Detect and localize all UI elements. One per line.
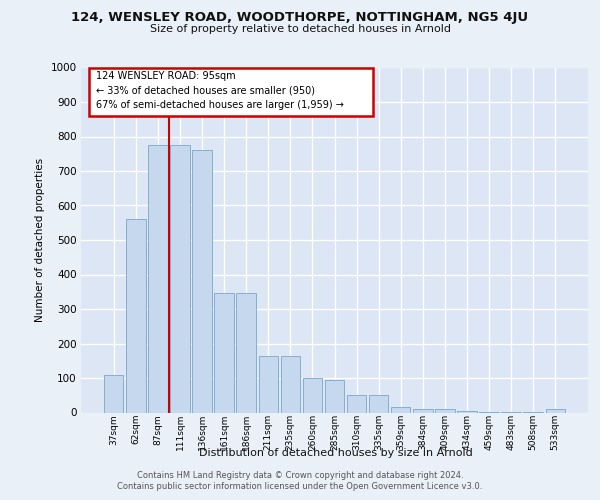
- Bar: [126, 220, 146, 412]
- Bar: [545, 409, 565, 412]
- Text: Size of property relative to detached houses in Arnold: Size of property relative to detached ho…: [149, 24, 451, 34]
- Bar: [435, 409, 455, 412]
- Bar: [148, 145, 167, 412]
- Bar: [457, 411, 476, 412]
- Bar: [214, 294, 234, 412]
- Bar: [325, 380, 344, 412]
- Bar: [369, 395, 388, 412]
- Y-axis label: Number of detached properties: Number of detached properties: [35, 158, 45, 322]
- Bar: [193, 150, 212, 412]
- Bar: [236, 294, 256, 412]
- Bar: [281, 356, 300, 412]
- Bar: [259, 356, 278, 412]
- Text: Contains HM Land Registry data © Crown copyright and database right 2024.: Contains HM Land Registry data © Crown c…: [137, 472, 463, 480]
- Text: 124 WENSLEY ROAD: 95sqm
← 33% of detached houses are smaller (950)
67% of semi-d: 124 WENSLEY ROAD: 95sqm ← 33% of detache…: [96, 71, 344, 110]
- Bar: [391, 408, 410, 412]
- Text: Contains public sector information licensed under the Open Government Licence v3: Contains public sector information licen…: [118, 482, 482, 491]
- Bar: [347, 395, 366, 412]
- Bar: [170, 145, 190, 412]
- Bar: [413, 409, 433, 412]
- Text: 124, WENSLEY ROAD, WOODTHORPE, NOTTINGHAM, NG5 4JU: 124, WENSLEY ROAD, WOODTHORPE, NOTTINGHA…: [71, 11, 529, 24]
- Bar: [303, 378, 322, 412]
- Text: Distribution of detached houses by size in Arnold: Distribution of detached houses by size …: [199, 448, 473, 458]
- FancyBboxPatch shape: [89, 68, 373, 116]
- Bar: [104, 374, 124, 412]
